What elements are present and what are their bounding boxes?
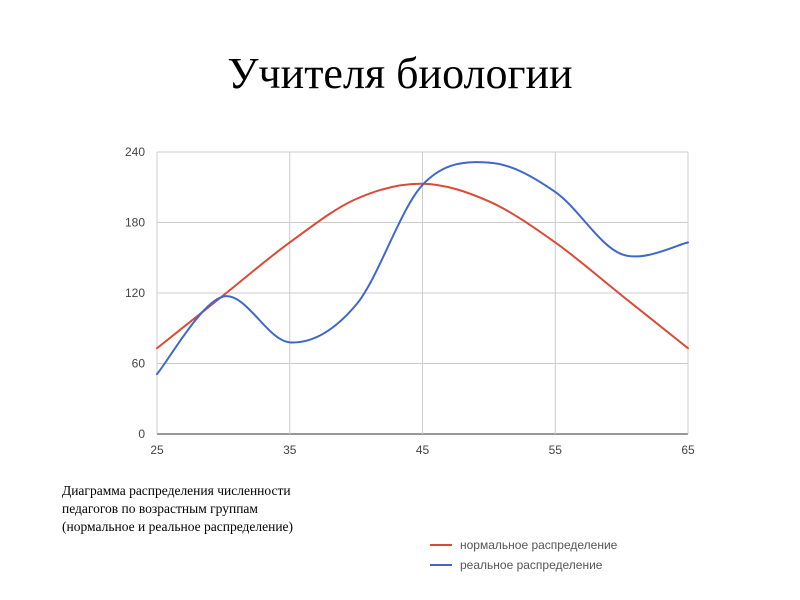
legend-label-real: реальное распределение xyxy=(460,558,603,572)
x-tick-label: 65 xyxy=(681,443,695,457)
slide-title: Учителя биологии xyxy=(227,49,573,98)
x-tick-label: 45 xyxy=(416,443,430,457)
chart-legend: нормальное распределение реальное распре… xyxy=(430,535,617,575)
y-tick-label: 180 xyxy=(125,216,145,230)
legend-item-normal: нормальное распределение xyxy=(430,535,617,555)
caption-line: Диаграмма распределения численности xyxy=(62,483,291,498)
y-tick-label: 120 xyxy=(125,286,145,300)
legend-item-real: реальное распределение xyxy=(430,555,617,575)
x-tick-label: 35 xyxy=(283,443,297,457)
legend-swatch-real xyxy=(430,564,452,566)
legend-swatch-normal xyxy=(430,544,452,546)
caption-line: педагогов по возрастным группам xyxy=(62,501,258,516)
x-tick-label: 55 xyxy=(549,443,563,457)
y-tick-label: 0 xyxy=(138,427,145,441)
y-tick-label: 240 xyxy=(125,145,145,159)
caption-line: (нормальное и реальное распределение) xyxy=(62,519,294,534)
series-line-real xyxy=(156,161,689,376)
y-tick-label: 60 xyxy=(132,357,146,371)
x-tick-label: 25 xyxy=(150,443,164,457)
chart-caption: Диаграмма распределения численности педа… xyxy=(62,482,382,536)
legend-label-normal: нормальное распределение xyxy=(460,538,618,552)
